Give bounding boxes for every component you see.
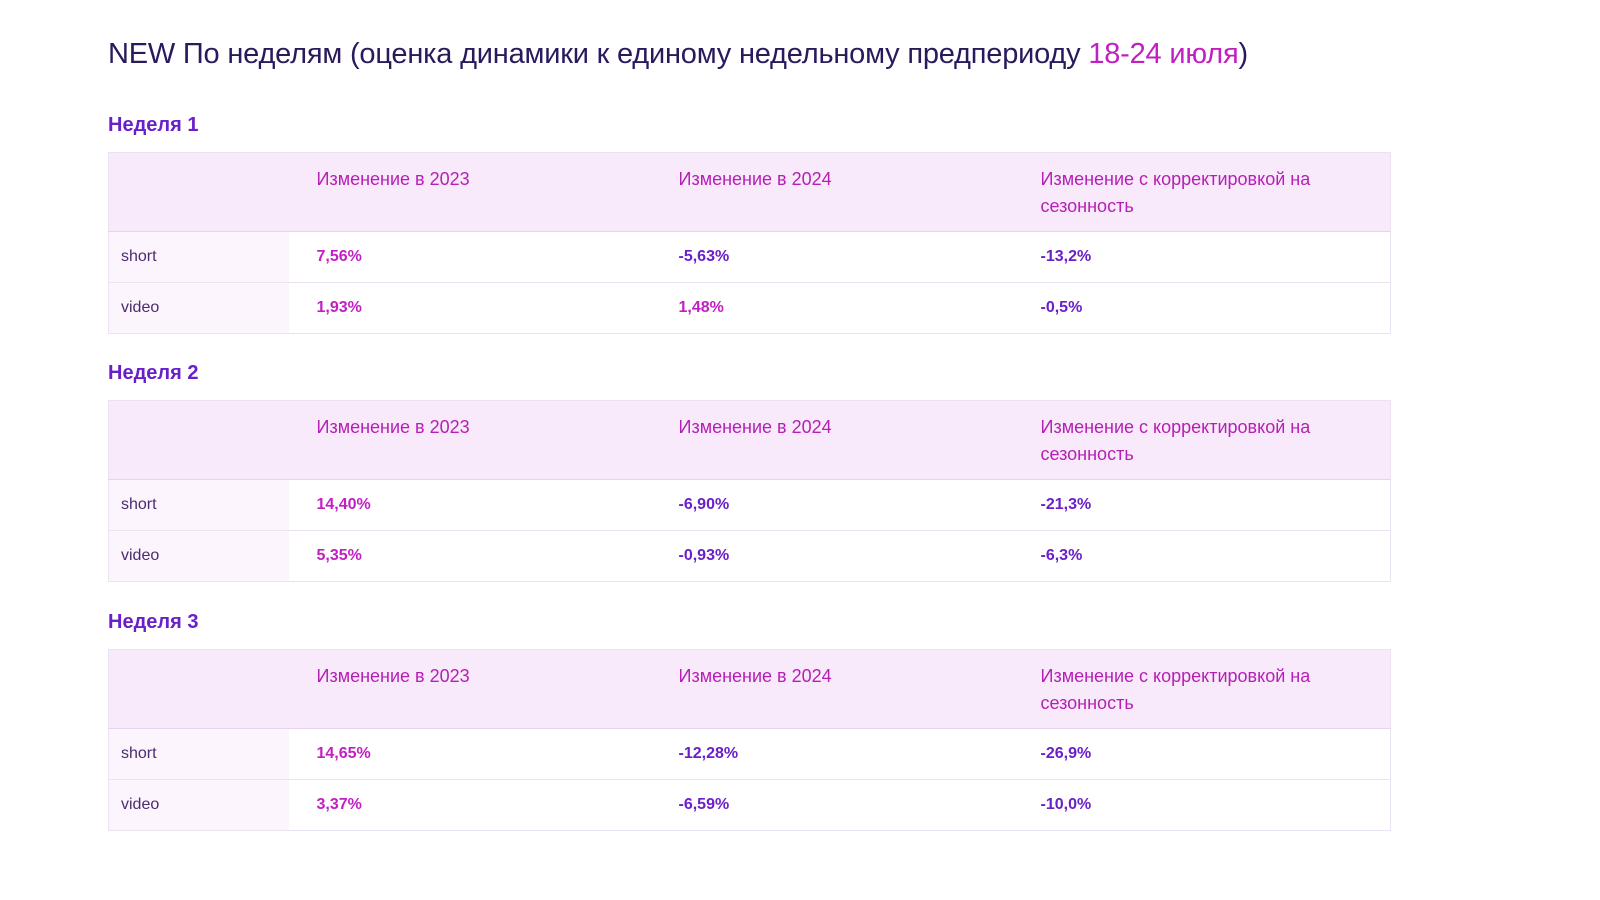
header-change-2023: Изменение в 2023 [288, 649, 651, 729]
page-title-period: 18-24 июля [1088, 38, 1239, 70]
value-change-2023: 14,65% [316, 745, 371, 762]
week-heading: Неделя 3 [108, 611, 199, 633]
header-seasonal-adjusted-change: Изменение с корректировкой на сезонность [1012, 152, 1391, 232]
value-seasonal-adjusted: -26,9% [1040, 745, 1092, 762]
table-row: short 14,65% -12,28% -26,9% [108, 728, 1391, 780]
week-heading: Неделя 2 [108, 362, 199, 384]
table-row: video 5,35% -0,93% -6,3% [108, 530, 1391, 582]
value-seasonal-adjusted: -10,0% [1012, 779, 1391, 831]
row-label-short: short [108, 479, 289, 531]
header-change-2024: Изменение в 2024 [650, 152, 1013, 232]
table-row: short 14,40% -6,90% -21,3% [108, 479, 1391, 531]
week-1-section: Неделя 1 Изменение в 2023 Изменение в 20… [108, 112, 1391, 334]
table-header-row: Изменение в 2023 Изменение в 2024 Измене… [108, 649, 1391, 729]
value-change-2024: -0,93% [650, 530, 1013, 582]
header-change-2023: Изменение в 2023 [288, 400, 651, 480]
row-label-short: short [108, 728, 289, 780]
week-2-table: Изменение в 2023 Изменение в 2024 Измене… [108, 400, 1391, 582]
value-seasonal-adjusted: -13,2% [1040, 248, 1092, 265]
table-header-row: Изменение в 2023 Изменение в 2024 Измене… [108, 152, 1391, 232]
row-label-video: video [108, 779, 289, 831]
row-label-video: video [108, 530, 289, 582]
header-corner-cell [108, 649, 289, 729]
table-header-row: Изменение в 2023 Изменение в 2024 Измене… [108, 400, 1391, 480]
value-change-2024: -6,59% [650, 779, 1013, 831]
week-3-table: Изменение в 2023 Изменение в 2024 Измене… [108, 649, 1391, 831]
header-corner-cell [108, 152, 289, 232]
week-3-section: Неделя 3 Изменение в 2023 Изменение в 20… [108, 609, 1391, 831]
value-seasonal-adjusted: -0,5% [1012, 282, 1391, 334]
week-heading: Неделя 1 [108, 114, 199, 136]
value-change-2024: -6,90% [678, 496, 730, 513]
value-change-2023: 3,37% [288, 779, 651, 831]
header-seasonal-adjusted-change: Изменение с корректировкой на сезонность [1012, 649, 1391, 729]
page-title: NEW По неделям (оценка динамики к едином… [108, 38, 1248, 71]
page-title-main: NEW По неделям (оценка динамики к едином… [108, 38, 1089, 70]
value-seasonal-adjusted: -6,3% [1012, 530, 1391, 582]
table-row: video 1,93% 1,48% -0,5% [108, 282, 1391, 334]
week-2-section: Неделя 2 Изменение в 2023 Изменение в 20… [108, 360, 1391, 582]
header-corner-cell [108, 400, 289, 480]
value-change-2024: -5,63% [678, 248, 730, 265]
page-title-closing: ) [1238, 38, 1248, 70]
header-change-2024: Изменение в 2024 [650, 400, 1013, 480]
value-change-2024: -12,28% [678, 745, 739, 762]
week-1-table: Изменение в 2023 Изменение в 2024 Измене… [108, 152, 1391, 334]
header-change-2023: Изменение в 2023 [288, 152, 651, 232]
value-change-2023: 14,40% [316, 496, 371, 513]
table-row: video 3,37% -6,59% -10,0% [108, 779, 1391, 831]
row-label-short: short [108, 231, 289, 283]
value-change-2024: 1,48% [650, 282, 1013, 334]
value-change-2023: 1,93% [288, 282, 651, 334]
row-label-video: video [108, 282, 289, 334]
value-change-2023: 7,56% [316, 248, 362, 265]
header-seasonal-adjusted-change: Изменение с корректировкой на сезонность [1012, 400, 1391, 480]
value-change-2023: 5,35% [288, 530, 651, 582]
value-seasonal-adjusted: -21,3% [1040, 496, 1092, 513]
table-row: short 7,56% -5,63% -13,2% [108, 231, 1391, 283]
header-change-2024: Изменение в 2024 [650, 649, 1013, 729]
